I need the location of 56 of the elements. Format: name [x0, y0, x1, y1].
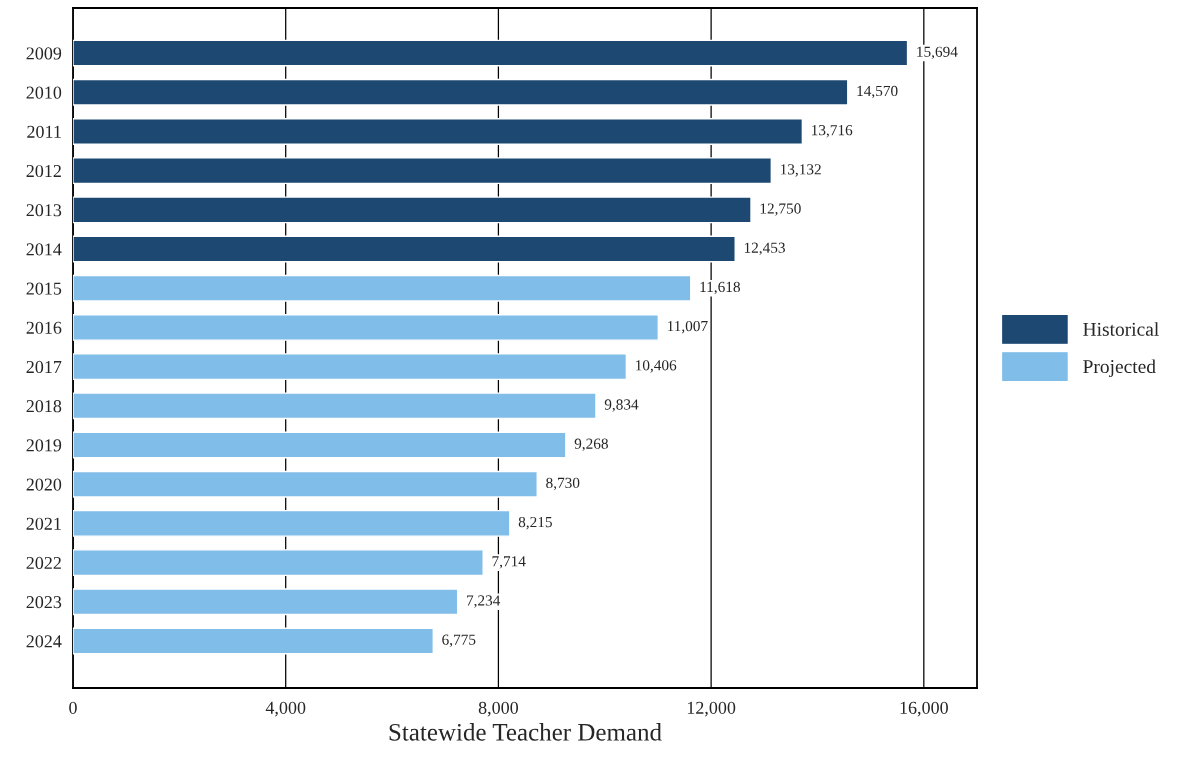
bar [73, 470, 538, 498]
bar [73, 588, 459, 616]
data-label: 15,694 [917, 46, 958, 60]
x-tick-label: 8,000 [478, 701, 519, 717]
y-tick-label: 2019 [26, 439, 62, 452]
y-tick-label: 2018 [26, 400, 62, 413]
bar [73, 78, 849, 106]
bar [73, 353, 628, 381]
data-label: 7,234 [467, 595, 501, 608]
data-label: 12,750 [760, 203, 801, 216]
data-label: 9,834 [604, 399, 639, 412]
data-label: 10,406 [636, 360, 677, 373]
data-label: 6,775 [442, 634, 476, 647]
bar [73, 549, 484, 577]
bar [73, 274, 692, 302]
y-tick-label: 2023 [26, 596, 62, 609]
x-tick-label: 4,000 [265, 701, 306, 717]
y-tick-label: 2009 [26, 47, 62, 60]
data-label: 8,730 [546, 477, 580, 491]
data-label: 13,132 [780, 164, 821, 177]
bar [73, 392, 597, 420]
x-tick-label: 12,000 [687, 701, 736, 717]
bar [73, 431, 567, 459]
y-tick-label: 2016 [26, 321, 62, 334]
bar [73, 118, 804, 145]
legend-label: Historical [1083, 322, 1159, 336]
bar [73, 157, 773, 185]
y-tick-label: 2014 [26, 243, 62, 256]
y-tick-label: 2017 [26, 360, 62, 374]
x-tick-label: 16,000 [900, 701, 948, 717]
y-tick-label: 2012 [26, 164, 61, 178]
bar [73, 313, 660, 341]
bar [73, 235, 736, 263]
bar [73, 39, 909, 67]
y-tick-label: 2024 [26, 635, 62, 648]
data-label: 7,714 [492, 556, 526, 569]
bar [73, 627, 434, 655]
data-label: 11,618 [700, 281, 740, 295]
y-tick-label: 2022 [26, 556, 61, 570]
bar [73, 196, 752, 224]
data-label: 11,007 [667, 320, 708, 334]
data-label: 8,215 [518, 516, 552, 530]
y-tick-label: 2021 [26, 517, 61, 530]
bar [73, 509, 511, 537]
y-tick-label: 2013 [26, 204, 62, 217]
x-axis-title: Statewide Teacher Demand [389, 723, 662, 741]
x-tick-label: 0 [69, 701, 77, 714]
data-label: 13,716 [812, 125, 853, 138]
y-tick-label: 2020 [26, 478, 62, 491]
y-tick-label: 2010 [26, 86, 62, 99]
data-label: 12,453 [744, 242, 785, 256]
legend-label: Projected [1083, 359, 1156, 378]
y-tick-label: 2015 [26, 282, 62, 295]
y-tick-label: 2011 [27, 125, 61, 138]
data-label: 9,268 [574, 438, 608, 452]
data-label: 14,570 [857, 85, 898, 99]
